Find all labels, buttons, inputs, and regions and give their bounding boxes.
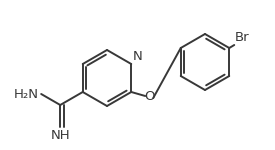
Text: NH: NH [50,129,70,142]
Text: O: O [144,90,155,104]
Text: N: N [133,50,142,63]
Text: H₂N: H₂N [14,87,39,100]
Text: Br: Br [235,31,250,44]
